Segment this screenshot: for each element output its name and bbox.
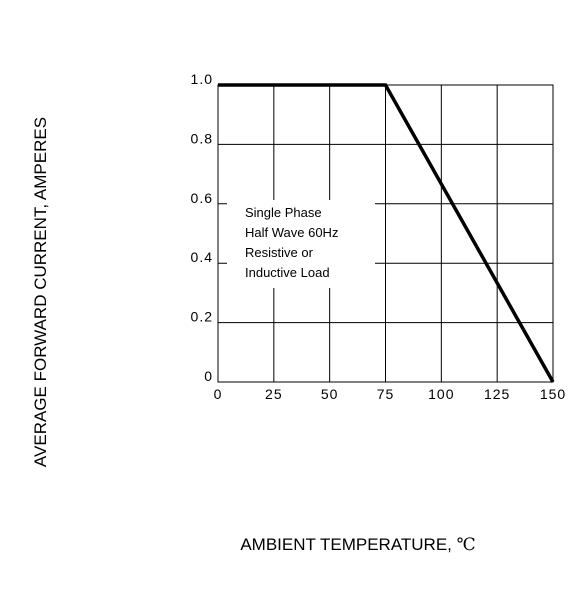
y-tick-label: 0.8 [191,130,213,146]
tick-labels: 0 25 50 75 100 125 150 0 0.2 0.4 0.6 0.8 1.0 [191,71,566,402]
x-tick-label: 50 [321,386,339,402]
series-line [218,83,555,383]
x-tick-label: 125 [484,386,510,402]
annotation-background [227,200,375,288]
x-axis-title: AMBIENT TEMPERATURE, ℃ [240,535,475,555]
annotation-line: Single Phase [245,205,322,220]
y-tick-label: 1.0 [191,71,213,87]
series-layer [218,83,555,383]
x-axis-unit: ℃ [457,535,476,555]
x-tick-label: 0 [214,386,223,402]
annotation-line: Half Wave 60Hz [245,225,338,240]
x-axis-title-text: AMBIENT TEMPERATURE, [240,535,452,554]
annotation-line: Resistive or [245,245,314,260]
y-tick-label: 0.2 [191,309,213,325]
x-tick-label: 75 [377,386,395,402]
y-tick-label: 0 [204,368,213,384]
x-tick-label: 150 [540,386,566,402]
y-tick-label: 0.4 [191,249,213,265]
x-tick-label: 100 [428,386,454,402]
annotation-box: Single Phase Half Wave 60Hz Resistive or… [245,205,338,280]
y-axis-title: AVERAGE FORWARD CURRENT, AMPERES [31,117,50,467]
x-tick-label: 25 [265,386,283,402]
annotation-line: Inductive Load [245,265,330,280]
y-tick-label: 0.6 [191,190,213,206]
